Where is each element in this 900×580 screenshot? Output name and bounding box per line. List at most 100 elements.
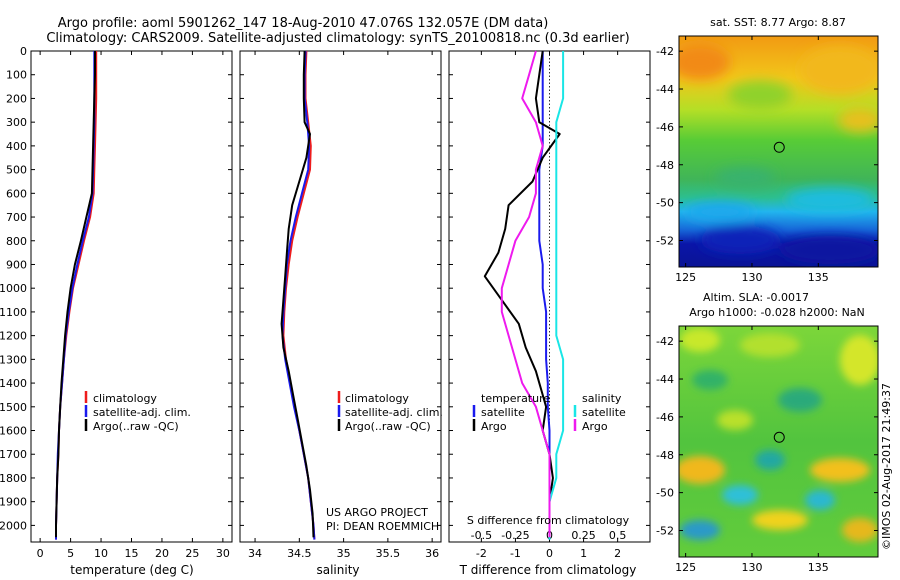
latitude-tick-label: -50 (656, 197, 674, 210)
x-tick-label: -1 (510, 547, 521, 560)
legend-label-satellite: satellite-adj. clim. (345, 406, 443, 419)
latitude-tick-label: -44 (656, 373, 674, 386)
longitude-tick-label: 135 (808, 271, 829, 284)
salinity-profile-panel: 34 34.5 35 35.5 36 salinity climatology sate… (239, 50, 443, 577)
latitude-tick-label: -42 (656, 45, 674, 58)
depth-tick-label: 1400 (0, 377, 27, 390)
latitude-tick-label: -46 (656, 121, 674, 134)
legend-label-temperature-argo: Argo (481, 420, 507, 433)
depth-tick-label: 1500 (0, 401, 27, 414)
sst-map-frame (678, 35, 879, 268)
depth-tick-label: 500 (6, 164, 27, 177)
longitude-tick-label: 135 (808, 561, 829, 574)
sst-map-title: sat. SST: 8.77 Argo: 8.87 (710, 16, 846, 29)
sla-map-latitude-axis: -42 -44 -46 -48 -50 -52 (656, 335, 878, 537)
x-tick-label: -0.5 (471, 529, 492, 542)
longitude-tick-label: 130 (741, 561, 762, 574)
depth-tick-label: 100 (6, 69, 27, 82)
t-difference-axis: -2 -1 0 1 2 (476, 51, 621, 560)
depth-tick-label: 1900 (0, 496, 27, 509)
sla-map-image (679, 326, 878, 557)
project-name: US ARGO PROJECT (326, 506, 428, 519)
x-tick-label: 5 (67, 547, 74, 560)
depth-tick-label: 800 (6, 235, 27, 248)
depth-tick-label: 200 (6, 92, 27, 105)
salinity-plot-frame (239, 50, 442, 543)
difference-depth-ticks (449, 50, 650, 526)
sst-map-panel: sat. SST: 8.77 Argo: 8.87 -42 -44 -46 -48 -5… (656, 16, 879, 284)
latitude-tick-label: -50 (656, 487, 674, 500)
depth-tick-label: 0 (20, 45, 27, 58)
depth-tick-label: 400 (6, 140, 27, 153)
x-tick-label: 2 (614, 547, 621, 560)
x-tick-label: 30 (216, 547, 230, 560)
argo-position-marker (773, 431, 785, 443)
legend-label-salinity-satellite: satellite (582, 406, 626, 419)
legend-label-climatology: climatology (345, 392, 409, 405)
longitude-tick-label: 125 (675, 271, 696, 284)
latitude-tick-label: -46 (656, 411, 674, 424)
difference-profile-panel: -2 -1 0 1 2 -0.5 -0.25 0 0.25 0.5 S difference f… (448, 50, 651, 577)
depth-axis: 0 100 200 300 400 500 600 700 800 900 1000 1100 1200… (0, 45, 232, 532)
s-difference-label: S difference from climatology (467, 514, 630, 527)
depth-tick-label: 1700 (0, 448, 27, 461)
depth-tick-label: 1100 (0, 306, 27, 319)
temperature-legend: climatology satellite-adj. clim. Argo(..… (84, 391, 191, 433)
sla-map-panel: Altim. SLA: -0.0017 Argo h1000: -0.028 h… (656, 291, 879, 574)
legend-label-argo: Argo(..raw -QC) (93, 420, 179, 433)
x-tick-label: 15 (125, 547, 139, 560)
temperature-axis: 0 5 10 15 20 25 30 (37, 51, 230, 560)
series-line-argo-raw-qc- (280, 50, 315, 538)
difference-legend: temperature salinity satellite Argo sate… (472, 392, 626, 433)
temperature-plot-frame (30, 50, 233, 543)
x-tick-label: 0 (546, 547, 553, 560)
x-tick-label: -2 (476, 547, 487, 560)
temperature-xlabel: temperature (deg C) (70, 563, 193, 577)
difference-series (483, 50, 565, 540)
temperature-profile-panel: 0100200300400500600700800900100011001200… (0, 45, 233, 577)
series-line-salinity-argo (500, 50, 551, 538)
depth-tick-label: 700 (6, 211, 27, 224)
x-tick-label: 20 (155, 547, 169, 560)
legend-label-salinity-argo: Argo (582, 420, 608, 433)
sla-map-longitude-axis: 125 130 135 (675, 326, 829, 574)
x-tick-label: 0.25 (571, 529, 596, 542)
temperature-series (55, 51, 98, 540)
depth-tick-label: 1300 (0, 353, 27, 366)
depth-tick-label: 1600 (0, 425, 27, 438)
sla-map-title: Altim. SLA: -0.0017 (703, 291, 809, 304)
x-tick-label: 0.5 (609, 529, 627, 542)
salinity-depth-ticks (240, 50, 441, 526)
latitude-tick-label: -48 (656, 159, 674, 172)
sst-map-latitude-axis: -42 -44 -46 -48 -50 -52 (656, 45, 878, 247)
t-difference-xlabel: T difference from climatology (459, 563, 637, 577)
x-tick-label: 35.5 (376, 547, 401, 560)
depth-tick-label: 1800 (0, 472, 27, 485)
x-tick-label: 1 (580, 547, 587, 560)
legend-label-argo: Argo(..raw -QC) (345, 420, 431, 433)
latitude-tick-label: -52 (656, 234, 674, 247)
salinity-series (280, 50, 316, 540)
x-tick-label: 34 (248, 547, 262, 560)
depth-tick-label: 1200 (0, 330, 27, 343)
legend-title-temperature: temperature (481, 392, 550, 405)
depth-tick-label: 600 (6, 187, 27, 200)
series-line-argo-raw-qc- (55, 51, 96, 538)
latitude-tick-label: -48 (656, 449, 674, 462)
depth-tick-label: 900 (6, 258, 27, 271)
x-tick-label: 36 (425, 547, 439, 560)
depth-tick-label: 1000 (0, 282, 27, 295)
x-tick-label: 0 (37, 547, 44, 560)
legend-label-temperature-satellite: satellite (481, 406, 525, 419)
principal-investigator: PI: DEAN ROEMMICH (326, 520, 439, 533)
legend-label-satellite: satellite-adj. clim. (93, 406, 191, 419)
argo-position-marker (773, 141, 785, 153)
legend-label-climatology: climatology (93, 392, 157, 405)
salinity-axis: 34 34.5 35 35.5 36 (248, 51, 439, 560)
latitude-tick-label: -52 (656, 524, 674, 537)
sst-map-image (679, 36, 878, 267)
x-tick-label: 34.5 (287, 547, 312, 560)
x-tick-label: 35 (337, 547, 351, 560)
x-tick-label: 10 (94, 547, 108, 560)
